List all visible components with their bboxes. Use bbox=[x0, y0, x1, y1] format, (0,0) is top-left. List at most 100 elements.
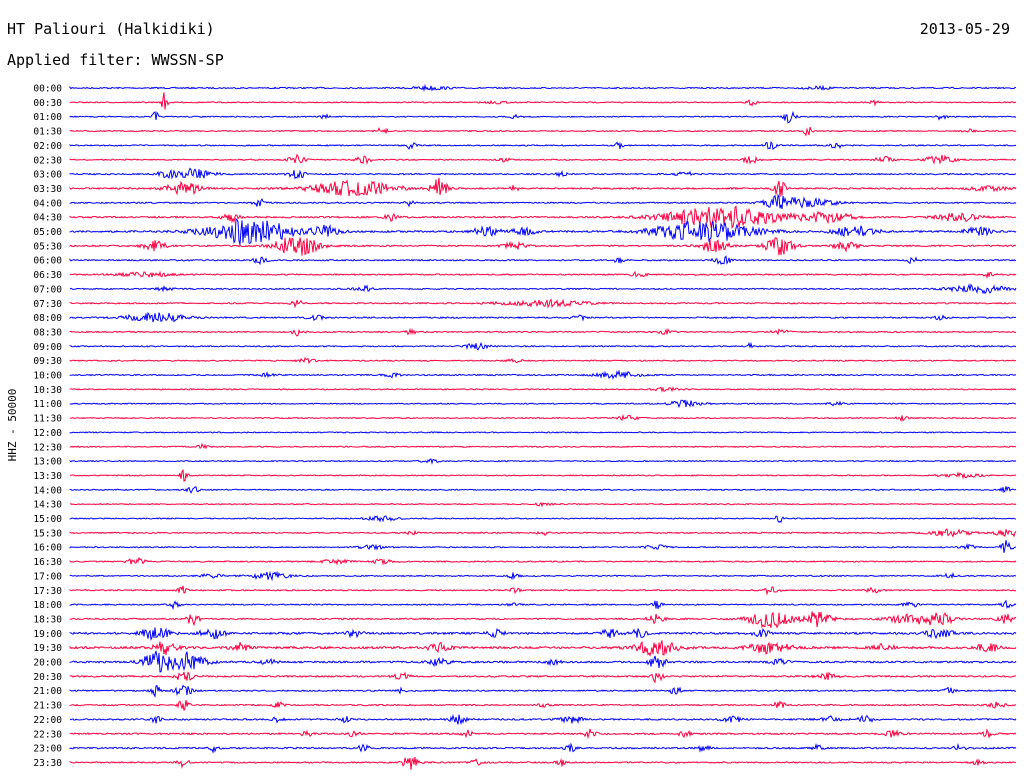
tick-label-0830: 08:30 bbox=[33, 327, 62, 338]
tick-label-1200: 12:00 bbox=[33, 428, 62, 439]
trace-1700 bbox=[69, 570, 1017, 582]
tick-label-1230: 12:30 bbox=[33, 442, 62, 453]
trace-group bbox=[69, 83, 1017, 770]
trace-0230 bbox=[69, 153, 1017, 166]
tick-label-0600: 06:00 bbox=[33, 256, 62, 267]
trace-1430 bbox=[69, 502, 1017, 508]
trace-0030 bbox=[69, 92, 1017, 110]
trace-2000 bbox=[69, 650, 1017, 673]
tick-label-0330: 03:30 bbox=[33, 184, 62, 195]
tick-label-1530: 15:30 bbox=[33, 528, 62, 539]
tick-label-0100: 01:00 bbox=[33, 112, 62, 123]
tick-label-0230: 02:30 bbox=[33, 155, 62, 166]
trace-0330 bbox=[69, 177, 1017, 197]
trace-1330 bbox=[69, 468, 1017, 482]
trace-1830 bbox=[69, 611, 1017, 629]
tick-label-1430: 14:30 bbox=[33, 500, 62, 511]
y-axis-label: HHZ - 50000 bbox=[6, 389, 19, 462]
trace-2230 bbox=[69, 728, 1017, 740]
trace-0400 bbox=[69, 193, 1017, 210]
trace-2330 bbox=[69, 757, 1017, 770]
trace-0200 bbox=[69, 141, 1017, 151]
trace-1400 bbox=[69, 486, 1017, 494]
trace-2130 bbox=[69, 699, 1017, 711]
trace-1100 bbox=[69, 399, 1017, 409]
tick-label-0500: 05:00 bbox=[33, 227, 62, 238]
tick-label-2100: 21:00 bbox=[33, 686, 62, 697]
record-date: 2013-05-29 bbox=[919, 20, 1010, 38]
filter-label: Applied filter: WWSSN-SP bbox=[7, 51, 224, 69]
trace-1230 bbox=[69, 442, 1017, 450]
tick-label-0700: 07:00 bbox=[33, 284, 62, 295]
tick-label-2330: 23:30 bbox=[33, 758, 62, 769]
trace-0530 bbox=[69, 237, 1017, 256]
trace-1530 bbox=[69, 528, 1017, 538]
tick-label-2030: 20:30 bbox=[33, 672, 62, 683]
trace-0100 bbox=[69, 110, 1017, 124]
trace-0630 bbox=[69, 270, 1017, 279]
trace-0600 bbox=[69, 255, 1017, 266]
tick-label-1830: 18:30 bbox=[33, 614, 62, 625]
tick-label-1130: 11:30 bbox=[33, 414, 62, 425]
tick-label-0400: 04:00 bbox=[33, 198, 62, 209]
tick-label-1330: 13:30 bbox=[33, 471, 62, 482]
trace-0500 bbox=[69, 217, 1017, 245]
tick-label-2130: 21:30 bbox=[33, 701, 62, 712]
tick-label-0130: 01:30 bbox=[33, 127, 62, 138]
tick-label-1730: 17:30 bbox=[33, 586, 62, 597]
trace-1930 bbox=[69, 640, 1017, 657]
tick-label-0000: 00:00 bbox=[33, 84, 62, 95]
tick-label-2230: 22:30 bbox=[33, 729, 62, 740]
tick-label-1900: 19:00 bbox=[33, 629, 62, 640]
tick-label-0730: 07:30 bbox=[33, 299, 62, 310]
tick-label-1500: 15:00 bbox=[33, 514, 62, 525]
tick-label-0900: 09:00 bbox=[33, 342, 62, 353]
tick-label-1930: 19:30 bbox=[33, 643, 62, 654]
tick-label-0800: 08:00 bbox=[33, 313, 62, 324]
tick-label-0530: 05:30 bbox=[33, 241, 62, 252]
trace-1500 bbox=[69, 515, 1017, 523]
trace-1200 bbox=[69, 431, 1017, 434]
tick-label-0200: 02:00 bbox=[33, 141, 62, 152]
trace-0900 bbox=[69, 341, 1017, 351]
trace-2030 bbox=[69, 671, 1017, 684]
trace-1630 bbox=[69, 556, 1017, 566]
tick-label-1030: 10:30 bbox=[33, 385, 62, 396]
trace-2300 bbox=[69, 742, 1017, 754]
tick-label-1100: 11:00 bbox=[33, 399, 62, 410]
trace-1900 bbox=[69, 627, 1017, 642]
trace-1730 bbox=[69, 585, 1017, 596]
trace-0430 bbox=[69, 205, 1017, 229]
tick-label-1400: 14:00 bbox=[33, 485, 62, 496]
tick-label-0300: 03:00 bbox=[33, 170, 62, 181]
tick-label-1600: 16:00 bbox=[33, 543, 62, 554]
tick-label-2300: 23:00 bbox=[33, 744, 62, 755]
tick-label-1630: 16:30 bbox=[33, 557, 62, 568]
trace-1130 bbox=[70, 414, 1017, 423]
trace-0700 bbox=[69, 283, 1017, 295]
trace-0300 bbox=[69, 167, 1016, 180]
tick-label-1800: 18:00 bbox=[33, 600, 62, 611]
trace-0730 bbox=[69, 298, 1017, 309]
tick-label-1000: 10:00 bbox=[33, 371, 62, 382]
trace-0130 bbox=[69, 126, 1017, 137]
tick-label-0930: 09:30 bbox=[33, 356, 62, 367]
trace-0000 bbox=[69, 83, 1017, 92]
tick-label-0030: 00:30 bbox=[33, 98, 62, 109]
tick-label-1300: 13:00 bbox=[33, 457, 62, 468]
trace-0930 bbox=[69, 356, 1017, 365]
trace-1800 bbox=[69, 599, 1017, 611]
time-tick-labels: 00:00 00:30 01:00 01:30 02:00 02:30 03:00 03:30… bbox=[33, 84, 62, 769]
tick-label-1700: 17:00 bbox=[33, 571, 62, 582]
trace-0800 bbox=[69, 311, 1017, 323]
tick-label-0430: 04:30 bbox=[33, 213, 62, 224]
tick-label-2200: 22:00 bbox=[33, 715, 62, 726]
tick-label-0630: 06:30 bbox=[33, 270, 62, 281]
trace-0830 bbox=[69, 327, 1017, 337]
station-title: HT Paliouri (Halkidiki) bbox=[7, 20, 215, 38]
trace-1030 bbox=[69, 386, 1017, 393]
trace-1000 bbox=[69, 369, 1017, 380]
trace-2200 bbox=[69, 713, 1017, 726]
trace-1300 bbox=[69, 458, 1017, 465]
tick-label-2000: 20:00 bbox=[33, 658, 62, 669]
